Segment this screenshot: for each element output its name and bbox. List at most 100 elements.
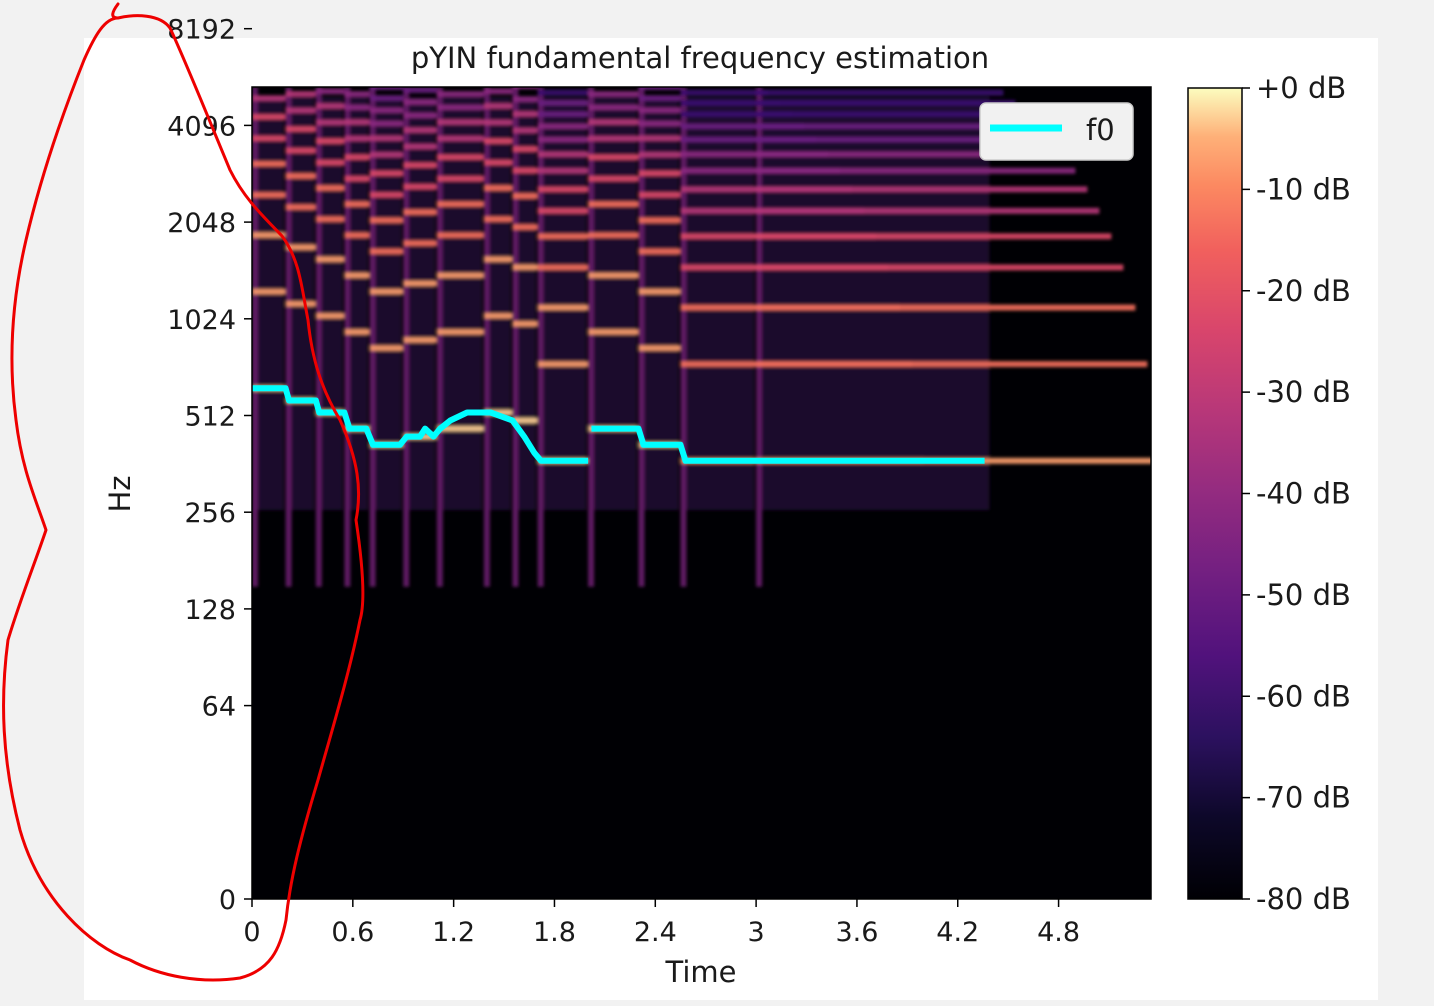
y-tick-label: 512 xyxy=(184,402,236,433)
harmonic-band xyxy=(512,127,538,134)
harmonic-band xyxy=(588,175,639,182)
onset-band xyxy=(638,87,645,587)
colorbar-tick-label: -60 dB xyxy=(1256,679,1351,713)
note-energy xyxy=(375,97,402,511)
harmonic-band xyxy=(315,312,345,319)
harmonic-band xyxy=(638,107,681,114)
harmonic-band xyxy=(638,135,681,142)
note-energy xyxy=(686,97,755,511)
harmonic-band xyxy=(756,151,1064,158)
harmonic-band xyxy=(252,95,286,102)
harmonic-band xyxy=(756,264,1124,271)
harmonic-band xyxy=(483,103,513,110)
y-tick-label: 8192 xyxy=(167,15,236,46)
harmonic-band xyxy=(252,135,286,142)
note-energy xyxy=(409,97,435,511)
harmonic-band xyxy=(756,233,1112,240)
harmonic-band xyxy=(436,201,484,208)
harmonic-band xyxy=(512,417,538,424)
x-tick-label: 4.2 xyxy=(936,917,979,948)
harmonic-band xyxy=(680,99,781,106)
colorbar-ticks: +0 dB -10 dB -20 dB -30 dB -40 dB -50 dB -60 d… xyxy=(1242,71,1351,916)
harmonic-band xyxy=(369,217,404,224)
harmonic-band xyxy=(483,185,513,192)
harmonic-band xyxy=(638,120,681,127)
harmonic-band xyxy=(285,244,316,251)
harmonic-band xyxy=(512,96,538,103)
note-energy xyxy=(518,97,536,511)
harmonic-band xyxy=(285,126,316,133)
hand-drawn-annotation xyxy=(2,2,365,982)
colorbar-tick-label: +0 dB xyxy=(1256,71,1346,105)
f0-series xyxy=(252,385,985,464)
harmonic-band xyxy=(403,240,437,247)
harmonic-band xyxy=(436,135,484,142)
harmonic-band xyxy=(369,248,404,255)
x-tick-label: 2.4 xyxy=(634,917,677,948)
harmonic-band xyxy=(252,28,286,34)
harmonic-band xyxy=(756,111,1028,118)
harmonic-band xyxy=(252,113,286,120)
harmonic-band xyxy=(315,88,345,95)
harmonic-band xyxy=(588,272,639,279)
harmonic-band xyxy=(588,201,639,208)
y-tick-label: 256 xyxy=(184,498,236,529)
harmonic-band xyxy=(588,232,639,239)
y-tick-label: 0 xyxy=(219,885,236,916)
harmonic-band xyxy=(537,167,589,174)
colorbar-tick-label: -30 dB xyxy=(1256,375,1351,409)
harmonic-band xyxy=(756,304,1136,311)
harmonic-band xyxy=(537,207,589,214)
harmonic-band xyxy=(369,288,404,295)
harmonic-band xyxy=(403,143,437,150)
plot-area xyxy=(251,28,1152,900)
harmonic-band xyxy=(369,345,404,352)
harmonic-band xyxy=(315,256,345,263)
harmonic-band xyxy=(285,204,316,211)
harmonic-band xyxy=(537,99,589,106)
harmonic-band xyxy=(638,170,681,177)
harmonic-band xyxy=(483,256,513,263)
harmonic-band xyxy=(403,162,437,169)
harmonic-band xyxy=(537,233,589,240)
harmonic-band xyxy=(436,328,484,335)
harmonic-band xyxy=(286,29,316,35)
harmonic-band xyxy=(638,95,681,102)
harmonic-band xyxy=(369,95,404,102)
plot-frame xyxy=(251,86,1152,900)
harmonic-band xyxy=(285,172,316,179)
colorbar-tick-label: -20 dB xyxy=(1256,274,1351,308)
harmonic-band xyxy=(483,159,513,166)
harmonic-band xyxy=(537,151,589,158)
harmonic-band xyxy=(315,185,345,192)
harmonic-band xyxy=(680,111,793,118)
harmonic-band xyxy=(344,328,370,335)
harmonic-band xyxy=(403,209,437,216)
x-axis: 0 0.6 1.2 1.8 2.4 3 3.6 4.2 4.8 xyxy=(243,899,1080,948)
harmonic-band xyxy=(588,104,639,111)
x-tick-label: 4.8 xyxy=(1037,917,1080,948)
harmonic-band xyxy=(537,136,589,143)
onset-band xyxy=(315,87,322,587)
x-axis-label: Time xyxy=(665,955,737,989)
x-tick-label: 0.6 xyxy=(331,917,374,948)
note-energy xyxy=(350,97,368,511)
harmonic-band xyxy=(588,328,639,335)
harmonic-band xyxy=(512,320,538,327)
harmonic-band xyxy=(638,345,681,352)
harmonic-band xyxy=(512,192,538,199)
harmonic-band xyxy=(403,336,437,343)
harmonic-band xyxy=(638,248,681,255)
y-tick-label: 128 xyxy=(184,595,236,626)
harmonic-band xyxy=(403,99,437,106)
harmonic-band xyxy=(436,119,484,126)
harmonic-band xyxy=(252,232,286,239)
note-energy xyxy=(489,97,511,511)
chart-title: pYIN fundamental frequency estimation xyxy=(411,41,989,75)
harmonic-band xyxy=(483,119,513,126)
harmonic-band xyxy=(680,123,805,130)
harmonic-band xyxy=(512,146,538,153)
harmonic-band xyxy=(537,123,589,130)
harmonic-band xyxy=(512,110,538,117)
